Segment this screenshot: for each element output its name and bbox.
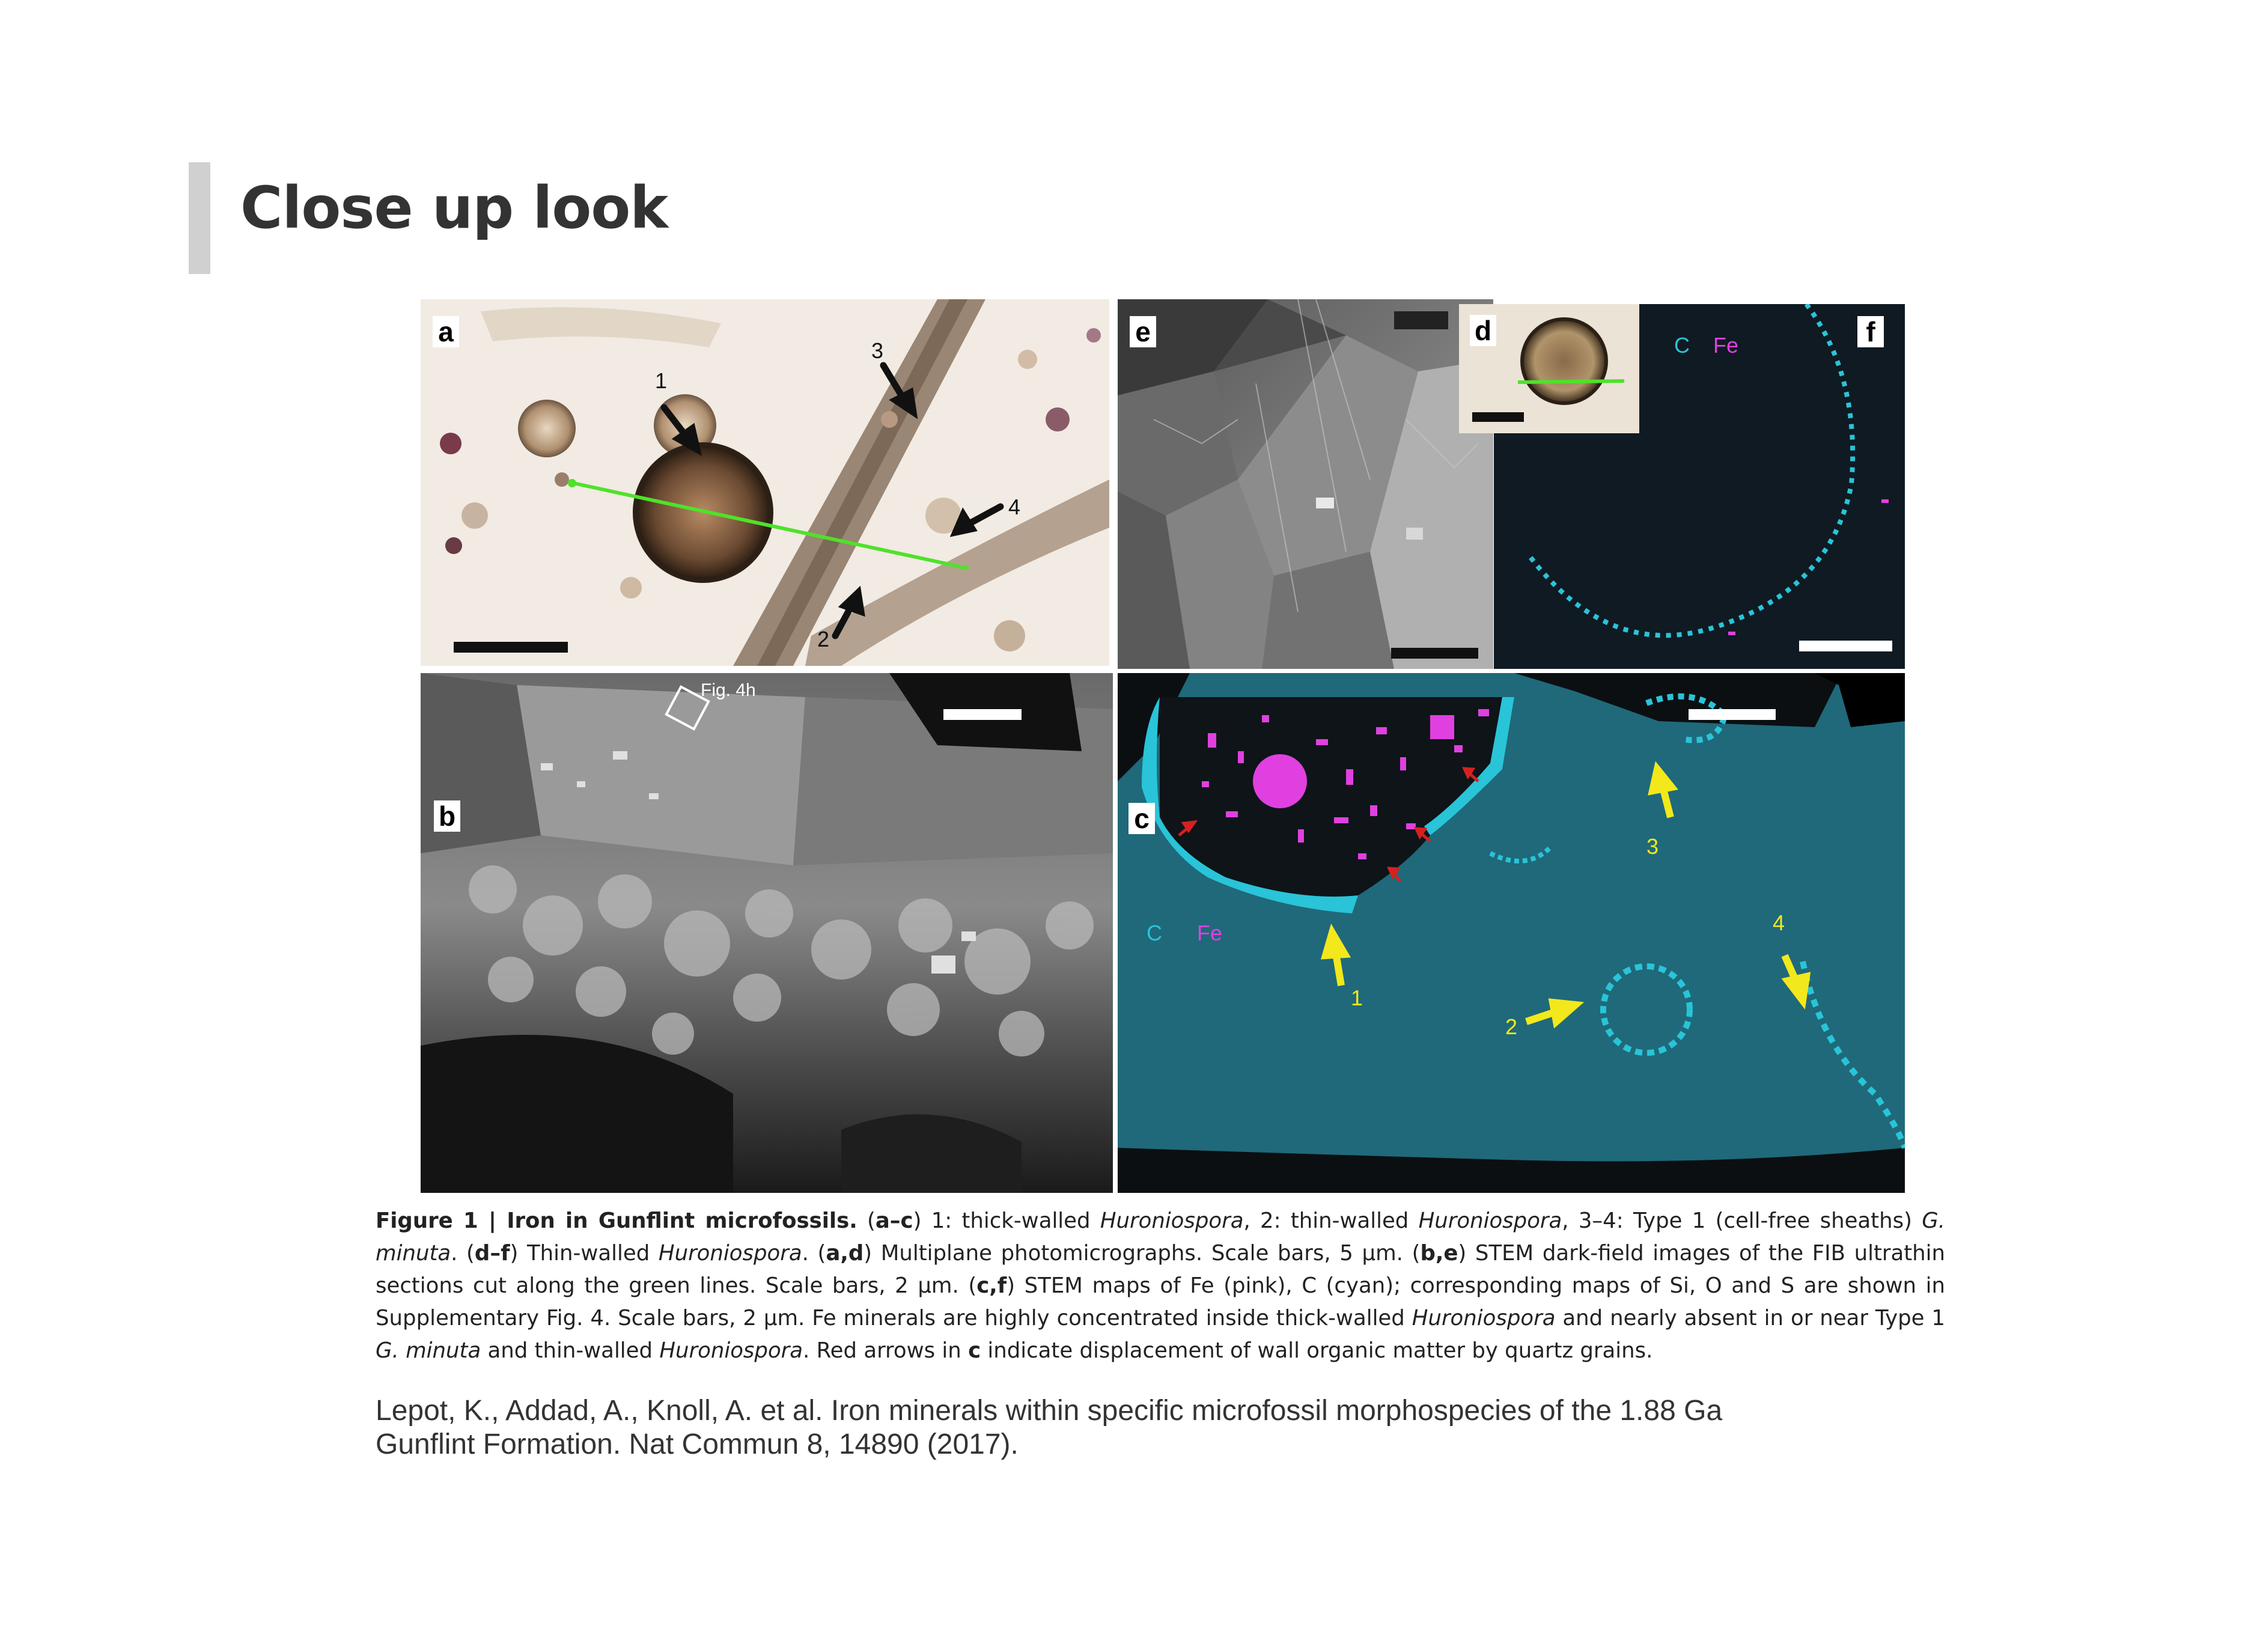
panel-label-d: d xyxy=(1470,315,1496,346)
caption-text: ) xyxy=(913,1209,922,1233)
panel-a: a 1 2 3 4 xyxy=(421,299,1109,666)
title-accent-bar xyxy=(189,162,210,274)
panel-e: e xyxy=(1118,299,1493,669)
caption-ref: a,d xyxy=(826,1241,864,1266)
arrow-label-1: 1 xyxy=(655,368,668,393)
panel-label-f: f xyxy=(1857,316,1884,347)
panel-label-e: e xyxy=(1130,316,1156,347)
f-legend-fe: Fe xyxy=(1713,333,1739,358)
c-arrow-label-1: 1 xyxy=(1351,986,1363,1010)
caption-text: 1: thick-walled xyxy=(921,1209,1100,1233)
panel-d-image xyxy=(1459,304,1639,433)
figure-1: a 1 2 3 4 xyxy=(421,299,1905,1193)
caption-text: ) STEM dark-field images of the FIB ultr… xyxy=(376,1241,1946,1298)
caption-taxon: Huroniospora xyxy=(659,1338,803,1363)
c-arrow-label-4: 4 xyxy=(1773,910,1785,935)
caption-taxon: G. minuta xyxy=(376,1338,481,1363)
arrow-label-3: 3 xyxy=(871,338,884,363)
panel-b: Fig. 4h b xyxy=(421,673,1113,1193)
fig4h-box-label: Fig. 4h xyxy=(701,680,756,700)
caption-taxon: Huroniospora xyxy=(1418,1209,1562,1233)
panel-c: c C Fe 1 2 3 4 xyxy=(1118,673,1905,1193)
caption-text: ) Thin-walled xyxy=(510,1241,659,1266)
caption-text: . ( xyxy=(802,1241,826,1266)
panel-a-image xyxy=(421,299,1109,666)
caption-lead: Figure 1 | Iron in Gunflint microfossils… xyxy=(376,1209,857,1233)
caption-text: and nearly absent in or near Type 1 xyxy=(1555,1306,1945,1330)
caption-text: indicate displacement of wall organic ma… xyxy=(981,1338,1653,1363)
slide-title: Close up look xyxy=(240,174,668,242)
c-legend-fe: Fe xyxy=(1197,921,1223,945)
caption-text: ( xyxy=(867,1209,876,1233)
citation: Lepot, K., Addad, A., Knoll, A. et al. I… xyxy=(376,1395,1723,1460)
panel-label-c: c xyxy=(1128,803,1155,834)
c-legend-c: C xyxy=(1147,921,1162,945)
caption-ref: c xyxy=(968,1338,981,1363)
c-arrow-label-2: 2 xyxy=(1505,1014,1518,1039)
caption-ref: c,f xyxy=(976,1273,1007,1298)
caption-text: . ( xyxy=(451,1241,475,1266)
caption-ref: d–f xyxy=(474,1241,510,1266)
arrow-label-4: 4 xyxy=(1008,495,1021,519)
caption-ref: b,e xyxy=(1420,1241,1458,1266)
caption-taxon: Huroniospora xyxy=(658,1241,802,1266)
panel-c-image xyxy=(1118,673,1905,1193)
caption-text: ) Multiplane photomicrographs. Scale bar… xyxy=(863,1241,1421,1266)
caption-text: , 3–4: Type 1 (cell-free sheaths) xyxy=(1562,1209,1922,1233)
arrow-label-2: 2 xyxy=(817,627,830,651)
panel-d: d xyxy=(1459,304,1639,433)
caption-text: ) STEM maps of Fe (pink), C (cyan); corr… xyxy=(376,1273,1945,1330)
caption-taxon: Huroniospora xyxy=(1412,1306,1556,1330)
caption-text: and thin-walled xyxy=(481,1338,660,1363)
panel-b-image xyxy=(421,673,1113,1193)
caption-taxon: G. minuta xyxy=(376,1209,1945,1266)
caption-text: . Red arrows in xyxy=(803,1338,969,1363)
panel-e-image xyxy=(1118,299,1493,669)
c-arrow-label-3: 3 xyxy=(1646,834,1659,859)
panel-label-a: a xyxy=(433,316,459,347)
caption-taxon: Huroniospora xyxy=(1100,1209,1244,1233)
panel-label-b: b xyxy=(434,800,460,832)
caption-ref: a–c xyxy=(875,1209,913,1233)
figure-caption: Figure 1 | Iron in Gunflint microfossils… xyxy=(376,1205,1945,1367)
f-legend-c: C xyxy=(1674,333,1690,358)
caption-text: , 2: thin-walled xyxy=(1243,1209,1419,1233)
